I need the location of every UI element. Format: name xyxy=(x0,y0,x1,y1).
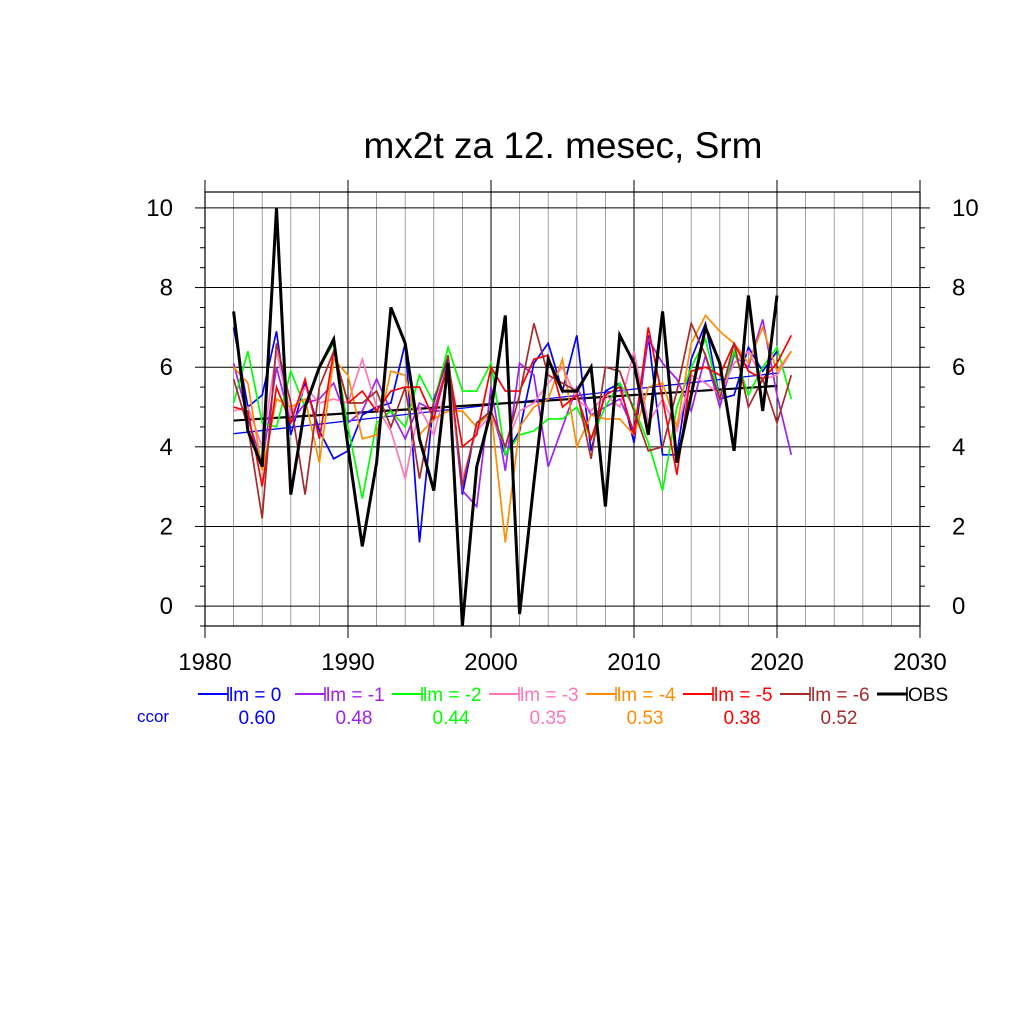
ccor-value: 0.52 xyxy=(821,708,858,729)
y-tick-label-right: 4 xyxy=(952,434,965,461)
series-line xyxy=(232,207,779,627)
axis-ticks xyxy=(195,180,930,638)
tick-labels: 1980 1990 2000 2010 2020 2030 0 0 2 2 4 4 6 6 8 8 10 10 xyxy=(146,195,978,676)
legend-label: lm = -3 xyxy=(520,685,579,706)
y-tick-label-left: 0 xyxy=(160,593,173,620)
y-tick-label-right: 2 xyxy=(952,513,965,540)
ccor-value: 0.48 xyxy=(336,708,373,729)
x-tick-label: 2010 xyxy=(607,649,660,676)
y-tick-label-right: 8 xyxy=(952,275,965,302)
series-line xyxy=(233,327,793,487)
legend-label: lm = -1 xyxy=(326,685,385,706)
series-lines xyxy=(232,207,793,627)
x-tick-label: 2000 xyxy=(464,649,517,676)
legend-label: lm = -4 xyxy=(617,685,676,706)
ccor-value: 0.53 xyxy=(627,708,664,729)
y-tick-label-left: 10 xyxy=(146,195,173,222)
y-tick-label-left: 8 xyxy=(160,275,173,302)
legend-label: lm = -2 xyxy=(423,685,482,706)
ccor-value: 0.44 xyxy=(433,708,470,729)
legend-label: lm = 0 xyxy=(229,685,281,706)
y-tick-label-left: 2 xyxy=(160,513,173,540)
chart-title: mx2t za 12. mesec, Srm xyxy=(364,125,763,166)
ccor-value: 0.35 xyxy=(530,708,567,729)
legend-label: lm = -6 xyxy=(811,685,870,706)
y-tick-label-left: 4 xyxy=(160,434,173,461)
x-tick-label: 2030 xyxy=(893,649,946,676)
ccor-label: ccor xyxy=(137,707,169,726)
series-line xyxy=(232,320,778,543)
ccor-value: 0.60 xyxy=(239,708,276,729)
plot-frame xyxy=(204,191,921,627)
series-line xyxy=(232,320,793,519)
x-tick-label: 1990 xyxy=(321,649,374,676)
x-tick-label: 1980 xyxy=(178,649,231,676)
y-tick-label-left: 6 xyxy=(160,354,173,381)
x-tick-label: 2020 xyxy=(750,649,803,676)
legend-label: OBS xyxy=(908,685,948,706)
y-tick-label-right: 0 xyxy=(952,593,965,620)
y-tick-label-right: 10 xyxy=(952,195,979,222)
ccor-value: 0.38 xyxy=(724,708,761,729)
y-tick-label-right: 6 xyxy=(952,354,965,381)
series-line xyxy=(233,349,793,479)
legend-label: lm = -5 xyxy=(714,685,773,706)
